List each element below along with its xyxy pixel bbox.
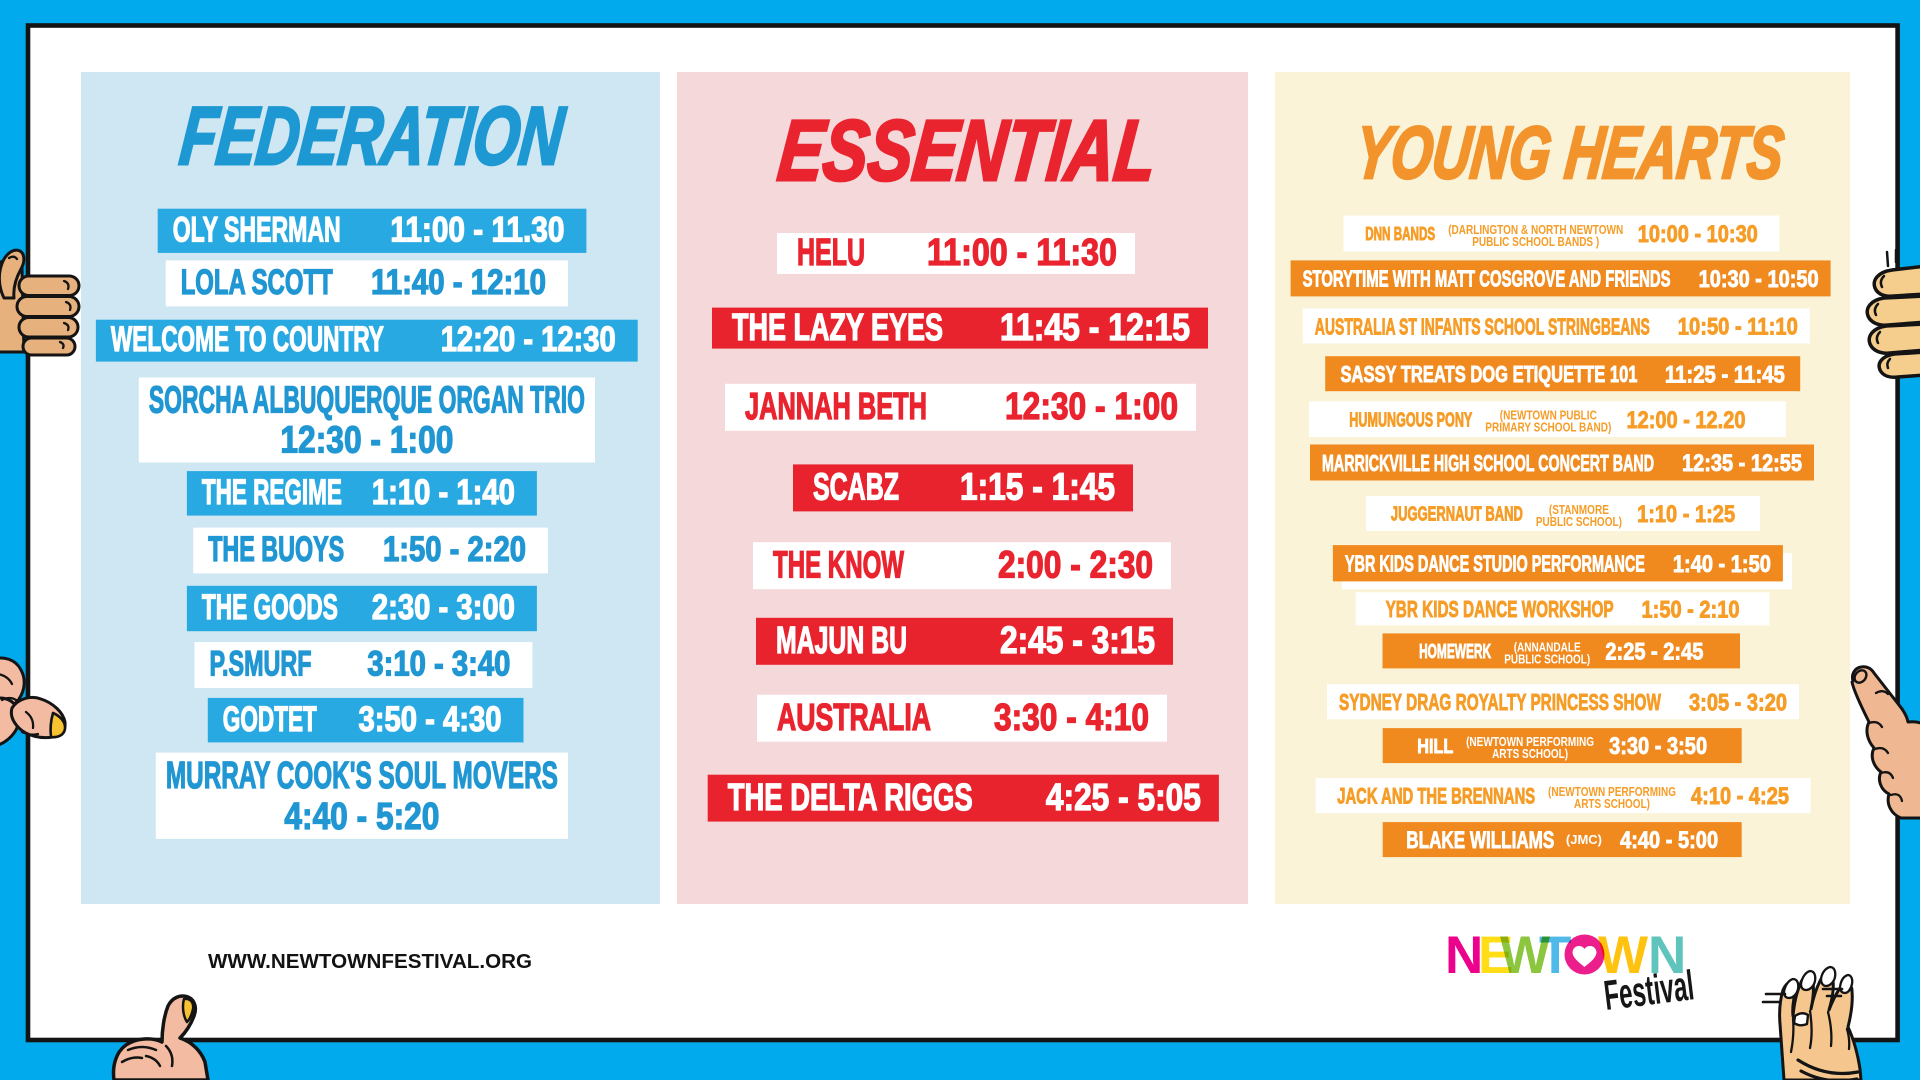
svg-text:3:50 - 4:30: 3:50 - 4:30 (359, 700, 502, 739)
svg-text:3:30 - 3:50: 3:30 - 3:50 (1609, 733, 1707, 760)
svg-text:FEDERATION: FEDERATION (176, 91, 569, 182)
svg-text:THE DELTA RIGGS: THE DELTA RIGGS (728, 777, 973, 819)
svg-text:OLY SHERMAN: OLY SHERMAN (173, 210, 341, 249)
svg-text:SCABZ: SCABZ (813, 467, 899, 509)
svg-text:ARTS SCHOOL): ARTS SCHOOL) (1574, 797, 1650, 811)
svg-text:AUSTRALIA: AUSTRALIA (777, 697, 931, 739)
svg-text:YBR KIDS DANCE WORKSHOP: YBR KIDS DANCE WORKSHOP (1386, 596, 1614, 622)
svg-text:11:40 - 12:10: 11:40 - 12:10 (371, 263, 546, 302)
svg-text:12:30 - 1:00: 12:30 - 1:00 (280, 420, 453, 462)
svg-text:WELCOME TO COUNTRY: WELCOME TO COUNTRY (111, 320, 384, 359)
svg-text:W: W (1598, 926, 1648, 985)
svg-text:10:50 - 11:10: 10:50 - 11:10 (1678, 314, 1798, 341)
svg-text:(NEWTOWN PUBLIC: (NEWTOWN PUBLIC (1500, 409, 1597, 423)
svg-text:MARRICKVILLE HIGH SCHOOL CONCE: MARRICKVILLE HIGH SCHOOL CONCERT BAND (1322, 450, 1654, 476)
svg-text:10:00 - 10:30: 10:00 - 10:30 (1638, 221, 1758, 248)
svg-text:1:10 - 1:40: 1:10 - 1:40 (372, 473, 515, 512)
svg-text:BLAKE WILLIAMS: BLAKE WILLIAMS (1406, 827, 1554, 854)
svg-text:PUBLIC SCHOOL): PUBLIC SCHOOL) (1504, 652, 1590, 666)
svg-text:ESSENTIAL: ESSENTIAL (774, 103, 1161, 199)
svg-text:10:30 - 10:50: 10:30 - 10:50 (1699, 266, 1819, 293)
svg-text:(NEWTOWN PERFORMING: (NEWTOWN PERFORMING (1548, 785, 1676, 799)
svg-text:THE REGIME: THE REGIME (202, 473, 342, 512)
svg-text:3:10 - 3:40: 3:10 - 3:40 (367, 645, 510, 684)
svg-text:1:40 - 1:50: 1:40 - 1:50 (1673, 551, 1771, 578)
svg-text:HILL: HILL (1417, 736, 1453, 758)
svg-text:DNN BANDS: DNN BANDS (1365, 224, 1435, 244)
svg-text:1:15 - 1:45: 1:15 - 1:45 (960, 467, 1115, 509)
svg-text:2:25 - 2:45: 2:25 - 2:45 (1605, 639, 1703, 666)
svg-text:(ANNANDALE: (ANNANDALE (1514, 640, 1581, 654)
svg-text:(JMC): (JMC) (1566, 832, 1602, 847)
svg-text:STORYTIME WITH MATT COSGROVE A: STORYTIME WITH MATT COSGROVE AND FRIENDS (1303, 266, 1671, 292)
svg-text:THE KNOW: THE KNOW (773, 544, 904, 586)
svg-text:MURRAY COOK'S SOUL MOVERS: MURRAY COOK'S SOUL MOVERS (166, 755, 558, 797)
svg-text:1:50 - 2:20: 1:50 - 2:20 (383, 530, 526, 569)
svg-text:12:00 - 12.20: 12:00 - 12.20 (1627, 407, 1746, 434)
svg-text:SYDNEY DRAG ROYALTY PRINCESS S: SYDNEY DRAG ROYALTY PRINCESS SHOW (1339, 689, 1661, 715)
svg-text:THE BUOYS: THE BUOYS (208, 530, 344, 569)
svg-text:2:00 - 2:30: 2:00 - 2:30 (998, 544, 1153, 586)
svg-text:HELU: HELU (797, 232, 865, 274)
svg-text:WWW.NEWTOWNFESTIVAL.ORG: WWW.NEWTOWNFESTIVAL.ORG (208, 950, 532, 973)
svg-text:N: N (1445, 926, 1483, 985)
svg-text:THE LAZY EYES: THE LAZY EYES (732, 307, 943, 349)
svg-text:11:25 - 11:45: 11:25 - 11:45 (1665, 361, 1785, 388)
svg-text:N: N (1648, 926, 1686, 985)
svg-text:JACK AND THE BRENNANS: JACK AND THE BRENNANS (1337, 784, 1535, 809)
svg-text:AUSTRALIA ST INFANTS SCHOOL ST: AUSTRALIA ST INFANTS SCHOOL STRINGBEANS (1315, 313, 1650, 339)
svg-text:THE GOODS: THE GOODS (202, 588, 338, 627)
svg-text:HUMUNGOUS PONY: HUMUNGOUS PONY (1349, 409, 1472, 431)
svg-text:MAJUN BU: MAJUN BU (776, 620, 907, 662)
svg-text:4:40 - 5:00: 4:40 - 5:00 (1620, 827, 1718, 854)
svg-text:4:25 - 5:05: 4:25 - 5:05 (1046, 777, 1201, 819)
svg-text:HOMEWERK: HOMEWERK (1419, 641, 1491, 663)
svg-text:PRIMARY SCHOOL BAND): PRIMARY SCHOOL BAND) (1485, 421, 1611, 435)
svg-text:PUBLIC SCHOOL): PUBLIC SCHOOL) (1536, 515, 1622, 529)
svg-text:(STANMORE: (STANMORE (1549, 503, 1609, 517)
svg-text:(NEWTOWN PERFORMING: (NEWTOWN PERFORMING (1466, 735, 1594, 749)
svg-text:ARTS SCHOOL): ARTS SCHOOL) (1492, 747, 1568, 761)
svg-text:Festival: Festival (1601, 961, 1696, 1019)
svg-text:W: W (1500, 926, 1550, 985)
svg-text:PUBLIC SCHOOL BANDS ): PUBLIC SCHOOL BANDS ) (1472, 235, 1599, 249)
svg-text:SASSY TREATS DOG ETIQUETTE 101: SASSY TREATS DOG ETIQUETTE 101 (1341, 361, 1638, 387)
svg-text:YBR KIDS DANCE STUDIO PERFORMA: YBR KIDS DANCE STUDIO PERFORMANCE (1345, 551, 1645, 577)
svg-text:JUGGERNAUT BAND: JUGGERNAUT BAND (1391, 504, 1523, 526)
svg-text:2:30 - 3:00: 2:30 - 3:00 (372, 588, 515, 627)
svg-text:12:30 - 1:00: 12:30 - 1:00 (1005, 386, 1178, 428)
svg-text:2:45 - 3:15: 2:45 - 3:15 (1000, 620, 1155, 662)
svg-text:3:05 - 3:20: 3:05 - 3:20 (1689, 689, 1787, 716)
svg-text:1:50 - 2:10: 1:50 - 2:10 (1642, 596, 1740, 623)
svg-text:JANNAH BETH: JANNAH BETH (745, 386, 927, 428)
svg-text:4:40 - 5:20: 4:40 - 5:20 (284, 796, 439, 838)
svg-text:E: E (1478, 926, 1513, 985)
svg-text:3:30 - 4:10: 3:30 - 4:10 (994, 697, 1149, 739)
svg-text:1:10 - 1:25: 1:10 - 1:25 (1637, 501, 1735, 528)
svg-text:12:20 - 12:30: 12:20 - 12:30 (441, 320, 616, 359)
svg-text:LOLA SCOTT: LOLA SCOTT (181, 263, 333, 302)
svg-text:GODTET: GODTET (223, 700, 317, 739)
svg-text:11:00 - 11.30: 11:00 - 11.30 (390, 210, 564, 249)
svg-text:YOUNG HEARTS: YOUNG HEARTS (1352, 111, 1788, 194)
svg-text:(DARLINGTON & NORTH NEWTOWN: (DARLINGTON & NORTH NEWTOWN (1448, 223, 1623, 237)
svg-text:12:35 - 12:55: 12:35 - 12:55 (1682, 450, 1802, 477)
svg-text:SORCHA ALBUQUERQUE ORGAN TRIO: SORCHA ALBUQUERQUE ORGAN TRIO (149, 379, 585, 421)
svg-text:P.SMURF: P.SMURF (210, 645, 312, 684)
svg-text:4:10 - 4:25: 4:10 - 4:25 (1691, 783, 1789, 810)
svg-text:11:00 - 11:30: 11:00 - 11:30 (927, 232, 1117, 274)
svg-text:11:45 - 12:15: 11:45 - 12:15 (1000, 307, 1190, 349)
